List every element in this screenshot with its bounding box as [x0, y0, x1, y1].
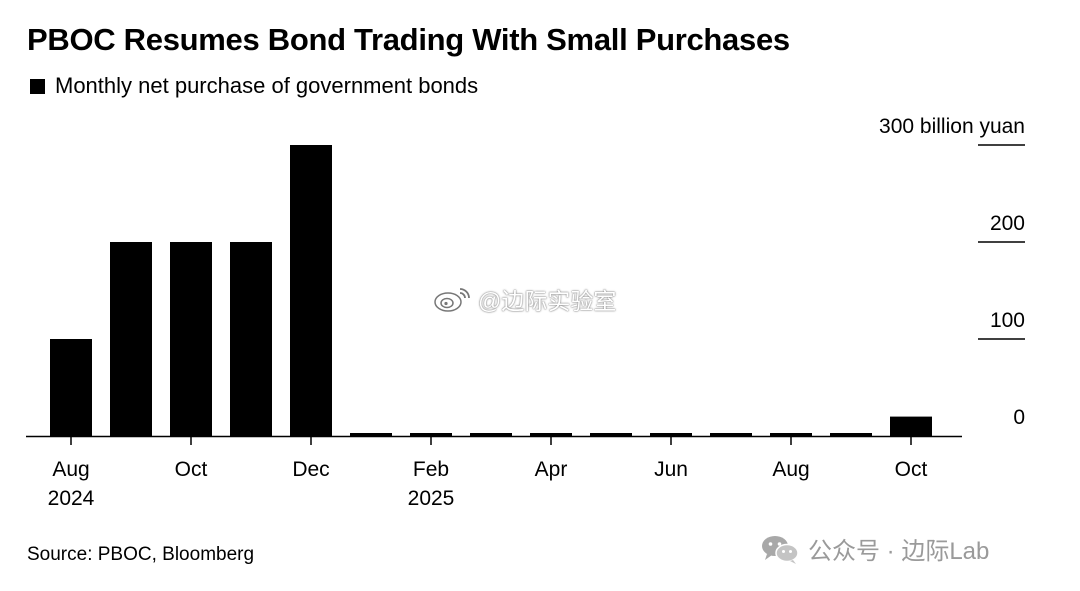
chart-title: PBOC Resumes Bond Trading With Small Pur… — [27, 22, 790, 57]
x-tick-label: Feb — [413, 458, 449, 481]
wechat-watermark-text: 公众号 · 边际Lab — [808, 538, 990, 565]
x-tick-label: Apr — [535, 458, 568, 481]
bar-aug-2024 — [50, 339, 92, 436]
bar-mar-2025 — [470, 433, 512, 436]
bar-apr-2025 — [530, 433, 572, 436]
wechat-icon — [762, 535, 799, 564]
bar-nov-2024 — [230, 242, 272, 436]
wechat-watermark: 公众号 · 边际Lab — [760, 531, 989, 566]
y-tick-label: 0 — [1013, 406, 1025, 429]
x-tick-label: Jun — [654, 458, 688, 481]
bar-jun-2025 — [650, 433, 692, 436]
weibo-watermark-text: @边际实验室 — [478, 288, 617, 314]
x-tick-year-label: 2025 — [408, 487, 455, 510]
bar-may-2025 — [590, 433, 632, 436]
y-tick-label: 300 billion yuan — [879, 115, 1025, 138]
x-tick-label: Aug — [772, 458, 809, 481]
bar-sep-2025 — [830, 433, 872, 436]
bar-oct-2025 — [890, 416, 932, 436]
legend-swatch — [30, 78, 45, 94]
x-tick-label: Oct — [895, 458, 928, 481]
bar-jul-2025 — [710, 433, 752, 436]
x-tick-label: Dec — [292, 458, 329, 481]
bar-aug-2025 — [770, 433, 812, 436]
weibo-watermark: @边际实验室 — [432, 282, 616, 316]
x-tick-label: Oct — [175, 458, 208, 481]
bar-oct-2024 — [170, 242, 212, 436]
weibo-icon — [434, 288, 470, 312]
y-tick-label: 100 — [990, 309, 1025, 332]
y-tick-label: 200 — [990, 212, 1025, 235]
x-tick-label: Aug — [52, 458, 89, 481]
bar-sep-2024 — [110, 242, 152, 436]
bar-dec-2024 — [290, 145, 332, 436]
bar-feb-2025 — [410, 433, 452, 436]
legend: Monthly net purchase of government bonds — [30, 73, 478, 99]
source-note: Source: PBOC, Bloomberg — [27, 544, 255, 565]
legend-label: Monthly net purchase of government bonds — [55, 73, 479, 98]
bar-jan-2025 — [350, 433, 392, 436]
x-tick-year-label: 2024 — [48, 487, 95, 510]
